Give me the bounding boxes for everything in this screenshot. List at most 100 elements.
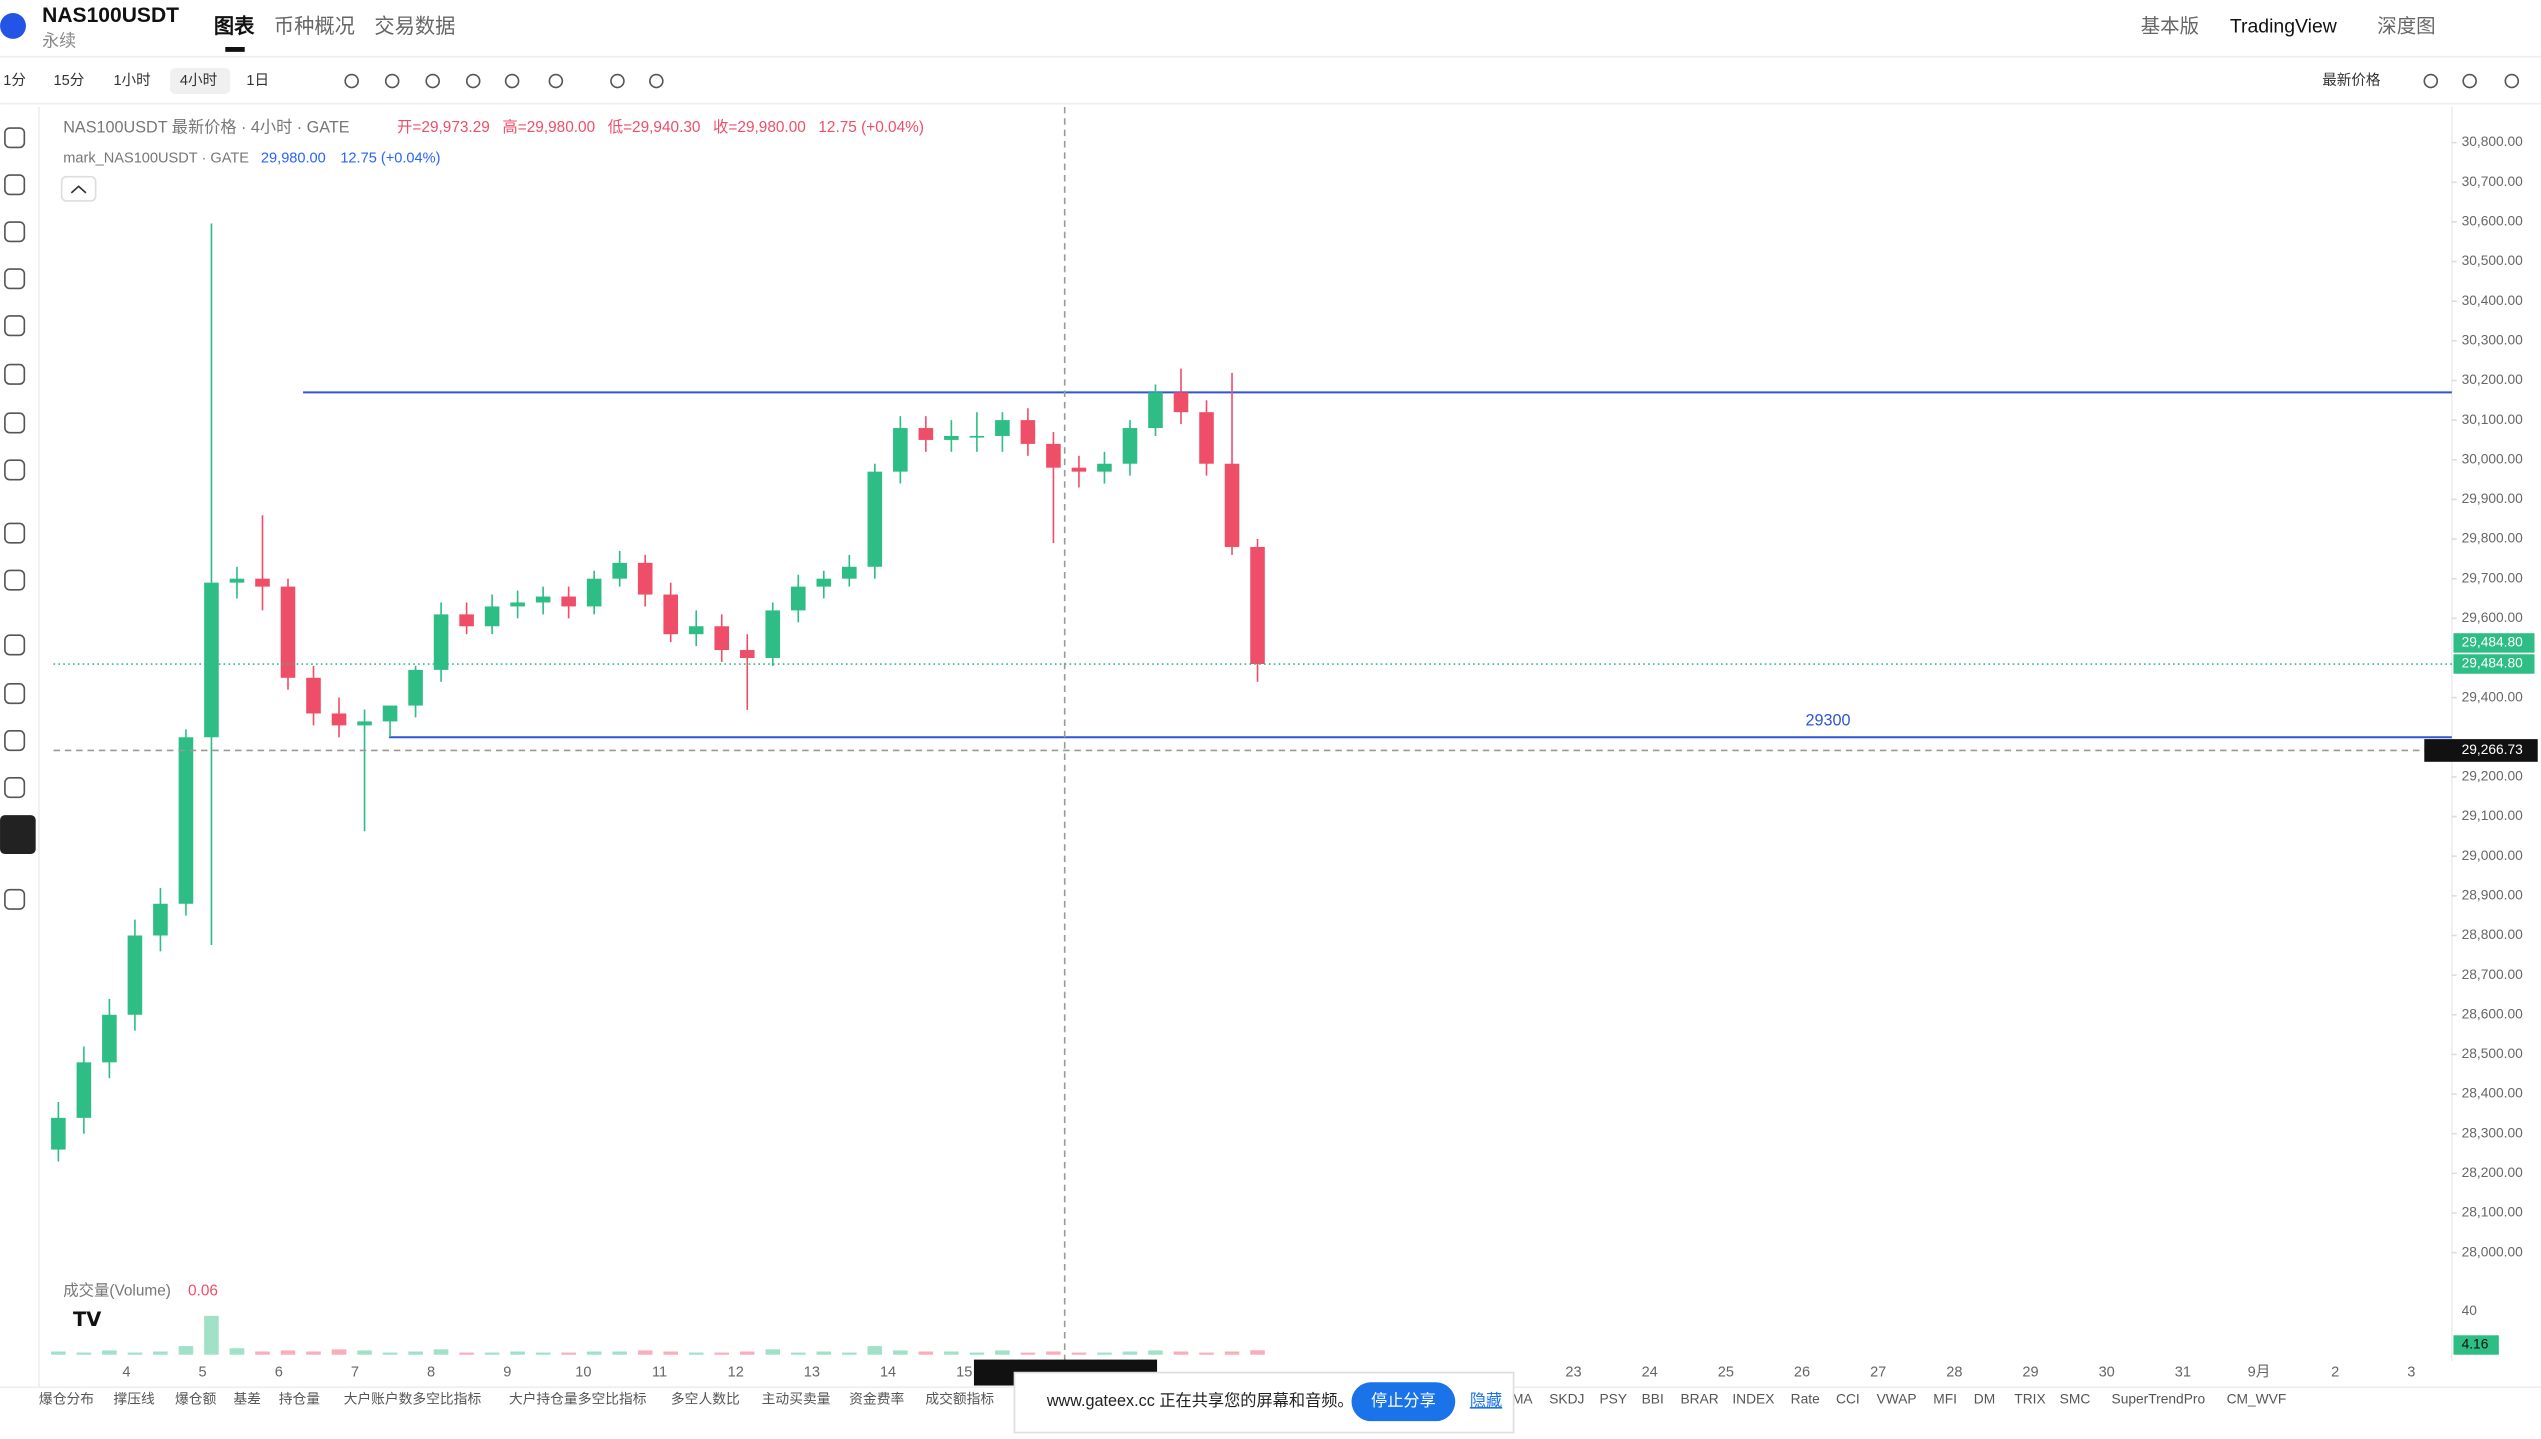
symbol[interactable]: NAS100USDT <box>42 4 179 27</box>
tab[interactable]: 币种概况 <box>274 15 355 38</box>
x-tick-label: 27 <box>1870 1364 1886 1380</box>
indicator-tab[interactable]: SuperTrendPro <box>2112 1392 2206 1407</box>
indicator-tab[interactable]: BBI <box>1642 1392 1664 1407</box>
interval-selected <box>170 68 231 94</box>
tool-selected[interactable] <box>0 815 36 855</box>
tool-icon[interactable] <box>4 634 26 656</box>
toolbar-icon[interactable] <box>465 73 481 89</box>
indicator-tab[interactable]: SKDJ <box>1549 1392 1584 1407</box>
indicator-tab[interactable]: 持仓量 <box>279 1392 321 1407</box>
indicator-tab[interactable]: 爆仓额 <box>175 1392 217 1407</box>
indicator-tab[interactable]: CCI <box>1836 1392 1860 1407</box>
candle-body <box>484 606 500 627</box>
logo <box>0 12 26 39</box>
legend-change: 12.75 (+0.04%) <box>818 119 924 136</box>
y-tick-label: 29,100.00 <box>2462 808 2524 823</box>
candle-body <box>1173 392 1189 413</box>
indicator-tab[interactable]: DM <box>1974 1392 1995 1407</box>
indicator-tab[interactable]: 大户账户数多空比指标 <box>344 1391 482 1407</box>
indicator-tab[interactable]: 主动买卖量 <box>762 1392 831 1407</box>
tool-icon[interactable] <box>4 569 26 591</box>
volume-bar <box>969 1352 985 1355</box>
volume-bar <box>229 1348 245 1355</box>
tool-icon[interactable] <box>4 683 26 705</box>
toolbar-icon[interactable] <box>610 73 625 89</box>
toolbar-icon[interactable] <box>2462 73 2477 89</box>
price-type[interactable]: 最新价格 <box>2322 72 2381 89</box>
indicator-tab[interactable]: PSY <box>1599 1392 1627 1407</box>
interval[interactable]: 1日 <box>246 73 269 89</box>
y-tick-label: 29,000.00 <box>2462 848 2524 863</box>
y-tick-label: 29,600.00 <box>2462 610 2524 625</box>
tool-icon[interactable] <box>4 363 26 385</box>
x-tick-label: 29 <box>2022 1364 2038 1380</box>
x-tick-label: 12 <box>728 1364 744 1380</box>
collapse-button[interactable] <box>60 175 97 202</box>
tool-icon[interactable] <box>4 412 26 434</box>
tool-icon[interactable] <box>4 888 26 910</box>
toolbar-icon[interactable] <box>2504 73 2520 89</box>
y-tick-label: 28,400.00 <box>2462 1086 2524 1101</box>
header-link[interactable]: 基本版 <box>2141 16 2199 38</box>
interval[interactable]: 1小时 <box>113 72 151 89</box>
indicator-tab[interactable]: 大户持仓量多空比指标 <box>509 1391 647 1407</box>
indicator-tab[interactable]: 基差 <box>233 1391 261 1407</box>
candle-body <box>204 582 219 738</box>
volume-bar <box>459 1352 474 1355</box>
stop-label[interactable]: 停止分享 <box>1371 1392 1436 1410</box>
tool-icon[interactable] <box>4 730 26 752</box>
tool-icon[interactable] <box>4 127 26 149</box>
indicator-tab[interactable]: MA <box>1512 1392 1533 1407</box>
indicator-tab[interactable]: TRIX <box>2014 1392 2045 1407</box>
indicator-tab[interactable]: 资金费率 <box>849 1391 904 1407</box>
indicator-tab[interactable]: MFI <box>1933 1392 1957 1407</box>
header-link[interactable]: 深度图 <box>2377 16 2435 38</box>
indicator-tab[interactable]: BRAR <box>1680 1392 1718 1407</box>
indicator-tab[interactable]: 撑压线 <box>113 1392 155 1407</box>
interval[interactable]: 1分 <box>3 72 26 89</box>
tool-icon[interactable] <box>4 174 26 196</box>
candle-body <box>790 586 806 611</box>
volume-bar <box>1173 1351 1189 1355</box>
tool-icon[interactable] <box>4 268 26 290</box>
tab[interactable]: 交易数据 <box>374 15 455 38</box>
indicator-tab[interactable]: Rate <box>1791 1392 1820 1407</box>
tab[interactable]: 图表 <box>214 14 255 38</box>
volume-bar <box>1122 1351 1138 1355</box>
indicator-tab[interactable]: CM_WVF <box>2227 1392 2287 1407</box>
volume-bar <box>739 1351 755 1355</box>
indicator-tab[interactable]: INDEX <box>1732 1392 1774 1407</box>
indicator-tab[interactable]: 爆仓分布 <box>39 1392 94 1407</box>
candle-body <box>357 721 372 726</box>
tool-icon[interactable] <box>4 315 26 337</box>
price-tag <box>2453 633 2535 653</box>
indicator-tab[interactable]: SMC <box>2060 1392 2091 1407</box>
volume-bar <box>612 1351 627 1355</box>
toolbar-icon[interactable] <box>649 73 664 89</box>
indicator-tab[interactable]: 成交额指标 <box>925 1391 994 1407</box>
tool-icon[interactable] <box>4 522 26 544</box>
volume-bar <box>561 1352 576 1355</box>
toolbar-icon[interactable] <box>504 73 520 89</box>
interval[interactable]: 15分 <box>54 72 85 89</box>
volume-bar <box>1071 1352 1087 1355</box>
toolbar-icon[interactable] <box>384 73 400 89</box>
indicator-tab[interactable]: VWAP <box>1877 1392 1917 1407</box>
interval[interactable]: 4小时 <box>180 72 218 89</box>
tool-icon[interactable] <box>4 221 26 243</box>
toolbar-icon[interactable] <box>344 73 359 89</box>
y-tick-label: 30,500.00 <box>2462 253 2524 268</box>
hide-link[interactable]: 隐藏 <box>1470 1392 1502 1410</box>
header-link[interactable]: TradingView <box>2230 16 2338 38</box>
volume-bar <box>357 1350 372 1355</box>
toolbar-icon[interactable] <box>2423 73 2439 89</box>
x-tick-label: 15 <box>956 1364 972 1380</box>
tool-icon[interactable] <box>4 459 26 481</box>
stop-button[interactable] <box>1351 1382 1456 1422</box>
tool-icon[interactable] <box>4 777 26 799</box>
toolbar-icon[interactable] <box>425 73 440 89</box>
toolbar-icon[interactable] <box>548 73 564 89</box>
indicator-tab[interactable]: 多空人数比 <box>671 1391 740 1407</box>
